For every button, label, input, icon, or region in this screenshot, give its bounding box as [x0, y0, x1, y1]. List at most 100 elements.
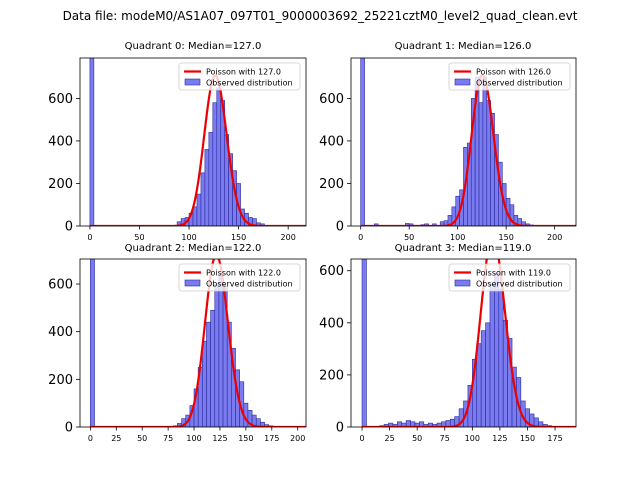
q1-hist-bar-18: [482, 76, 488, 226]
quadrant-0-panel: Quadrant 0: Median=127.0 0 200 400 600 0 50 10…: [48, 41, 307, 242]
q0-hist-bar-8: [204, 149, 210, 226]
q3-xtick-label-4: 100: [465, 434, 480, 443]
q1-hist-bar-0: [360, 58, 365, 226]
q3-xtick-label-1: 25: [385, 434, 395, 443]
q3-hist-bar-28: [498, 288, 504, 427]
q3-ytick-label-1: 200: [319, 368, 344, 383]
q0-xtick-label-0: 0: [87, 233, 92, 242]
q0-xtick-label-4: 200: [281, 233, 296, 242]
q1-hist-bar-17: [478, 102, 484, 226]
q3-xtick-label-6: 150: [520, 434, 535, 443]
q2-hist-bar-0: [90, 259, 95, 427]
q1-xtick-label-4: 200: [547, 233, 562, 242]
q3-plot-area: [361, 259, 576, 427]
q0-xtick-label-1: 50: [134, 233, 144, 242]
q2-legend-curve-label: Poisson with 122.0: [206, 269, 281, 278]
q2-ytick-label-2: 400: [48, 325, 73, 340]
q1-hist-bar-19: [486, 100, 491, 226]
q0-xtick-label-3: 150: [231, 233, 246, 242]
q0-hist-bar-6: [196, 193, 202, 226]
q2-legend-bars-swatch: [184, 279, 201, 287]
quadrant-3-title: Quadrant 3: Median=119.0: [395, 243, 532, 254]
q2-xtick-label-3: 75: [163, 434, 173, 443]
q3-hist-bar-27: [494, 273, 500, 427]
q2-xtick-label-0: 0: [88, 434, 93, 443]
q0-hist-bar-10: [212, 102, 218, 226]
q3-ytick-label-0: 0: [336, 421, 344, 436]
q0-axes-frame: [79, 57, 307, 227]
q3-hist-bar-26: [489, 283, 495, 427]
q2-xtick-label-1: 25: [111, 434, 121, 443]
q1-axes-frame: [350, 57, 577, 227]
q0-hist-bar-0: [89, 58, 95, 226]
q3-legend-curve-label: Poisson with 119.0: [476, 269, 551, 278]
q2-ytick-label-1: 200: [48, 373, 73, 388]
q3-xtick-label-3: 75: [440, 434, 450, 443]
q3-hist-bar-23: [476, 343, 482, 427]
q3-ytick-label-3: 600: [319, 264, 344, 279]
quadrant-2-plot: 0 200 400 600 0 25 50 75 100 125 150 175 200 Poisson …: [48, 258, 307, 443]
q3-xtick-label-2: 50: [412, 434, 422, 443]
q0-ytick-label-3: 600: [48, 92, 73, 107]
quadrant-0-plot: 0 200 400 600 0 50 100 150 200 Poisson with 127.0…: [48, 57, 307, 242]
q2-xtick-label-6: 150: [238, 434, 253, 443]
q2-hist-bar-9: [206, 321, 211, 427]
quadrant-2-title: Quadrant 2: Median=122.0: [125, 243, 262, 254]
q1-xtick-label-1: 50: [404, 233, 414, 242]
q2-legend: Poisson with 122.0 Observed distribution: [178, 263, 301, 292]
q1-xtick-label-3: 150: [499, 233, 514, 242]
q2-xtick-label-2: 50: [137, 434, 147, 443]
q1-legend-bars-swatch: [454, 78, 471, 86]
q2-axes-frame: [79, 258, 307, 428]
q0-hist-bar-7: [200, 172, 206, 226]
q3-axes-frame: [350, 258, 577, 428]
q3-legend-bars-label: Observed distribution: [476, 280, 563, 289]
q2-legend-box: [178, 263, 301, 292]
q3-legend-bars-swatch: [454, 279, 471, 287]
q0-hist-bar-9: [208, 132, 214, 226]
quadrant-3-plot: 0 200 400 600 0 25 50 75 100 125 150 175 Poisson wit…: [319, 258, 577, 443]
q3-hist-bar-25: [485, 322, 491, 427]
q0-hist-bar-11: [216, 87, 222, 226]
q3-xtick-label-7: 175: [547, 434, 562, 443]
q0-legend: Poisson with 127.0 Observed distribution: [178, 62, 301, 91]
q1-xtick-label-2: 100: [450, 233, 465, 242]
quadrant-3-panel: Quadrant 3: Median=119.0 0 200 400 600 0 25 50…: [319, 243, 577, 443]
q0-xtick-label-2: 100: [181, 233, 196, 242]
q0-ytick-label-2: 400: [48, 134, 73, 149]
q1-xtick-label-0: 0: [358, 233, 363, 242]
q1-ytick-label-0: 0: [336, 220, 344, 235]
q2-xtick-label-5: 125: [212, 434, 227, 443]
q1-legend: Poisson with 126.0 Observed distribution: [448, 62, 571, 91]
q1-legend-box: [448, 62, 571, 91]
q1-ytick-label-1: 200: [319, 177, 344, 192]
q2-xtick-label-8: 200: [290, 434, 305, 443]
q0-legend-bars-swatch: [184, 78, 201, 86]
q3-xtick-label-0: 0: [359, 434, 364, 443]
q0-ytick-label-1: 200: [48, 177, 73, 192]
q1-legend-curve-label: Poisson with 126.0: [476, 68, 551, 77]
quadrant-1-panel: Quadrant 1: Median=126.0 0 200 400 600 0 50 10…: [319, 41, 577, 242]
q3-hist-bar-0: [361, 259, 367, 427]
q3-hist-bar-24: [480, 330, 486, 427]
q2-hist-bar-10: [210, 309, 216, 427]
q0-legend-bars-label: Observed distribution: [206, 79, 293, 88]
q2-xtick-label-4: 100: [186, 434, 201, 443]
figure-suptitle: Data file: modeM0/AS1A07_097T01_90000036…: [63, 9, 578, 23]
q1-ytick-label-3: 600: [319, 92, 344, 107]
q0-ytick-label-0: 0: [65, 220, 73, 235]
quadrant-1-title: Quadrant 1: Median=126.0: [395, 41, 532, 52]
q2-xtick-label-7: 175: [264, 434, 279, 443]
q2-hist-bar-8: [202, 340, 207, 427]
quadrant-0-title: Quadrant 0: Median=127.0: [125, 41, 262, 52]
q2-hist-bar-12: [218, 274, 224, 427]
q1-legend-bars-label: Observed distribution: [476, 79, 563, 88]
q1-plot-area: [360, 58, 576, 226]
q2-legend-bars-label: Observed distribution: [206, 280, 293, 289]
q3-xtick-label-5: 125: [492, 434, 507, 443]
quadrant-2-panel: Quadrant 2: Median=122.0 0 200 400 600 0 25 50…: [48, 243, 307, 443]
q2-hist-bar-11: [214, 283, 220, 427]
q3-ytick-label-2: 400: [319, 316, 344, 331]
q0-legend-curve-label: Poisson with 127.0: [206, 68, 281, 77]
